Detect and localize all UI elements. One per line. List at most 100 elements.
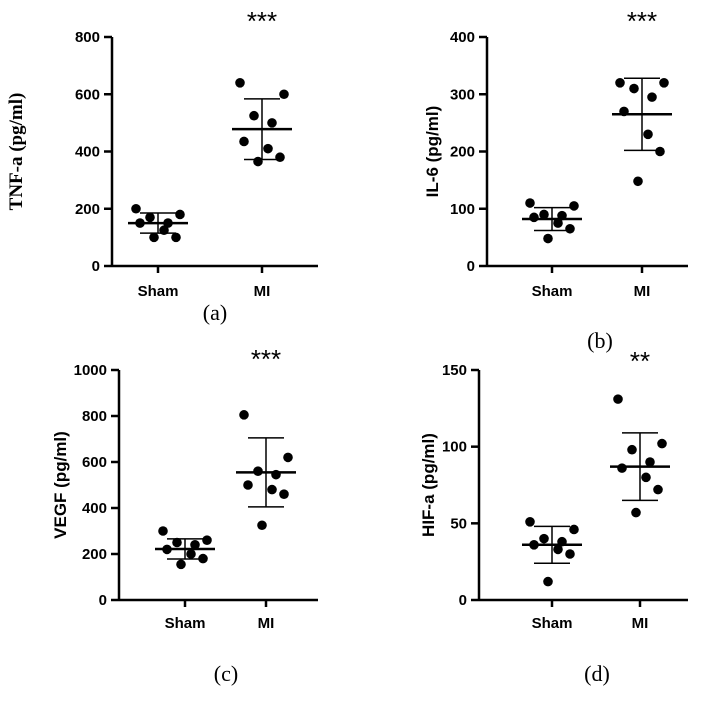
x-tick-label: MI [632, 615, 649, 632]
y-axis-label: TNF-a (pg/ml) [6, 93, 27, 211]
y-tick-label: 0 [467, 258, 475, 275]
data-point [617, 463, 627, 473]
data-point [149, 232, 159, 243]
data-point [171, 232, 181, 243]
data-point [641, 472, 651, 483]
data-point [158, 526, 168, 536]
data-point [135, 218, 145, 228]
data-point [279, 489, 289, 500]
data-point [657, 438, 667, 449]
x-tick-label: Sham [138, 283, 179, 300]
data-point [613, 394, 623, 404]
data-point [615, 78, 625, 88]
y-tick-label: 800 [82, 408, 107, 425]
data-point [553, 218, 563, 228]
data-point [631, 507, 641, 518]
y-axis-label: HIF-a (pg/ml) [419, 433, 438, 537]
data-point [239, 136, 249, 147]
data-point [176, 559, 186, 570]
panel-label: (a) [203, 300, 227, 325]
data-point [627, 444, 637, 455]
data-point [557, 210, 567, 221]
y-tick-label: 400 [450, 29, 475, 46]
y-tick-label: 200 [75, 201, 100, 218]
panel-label: (b) [587, 328, 613, 353]
data-point [257, 520, 267, 531]
data-point [235, 78, 245, 88]
x-tick-label: Sham [165, 615, 206, 632]
x-tick-label: Sham [532, 615, 573, 632]
data-point [190, 540, 200, 550]
y-tick-label: 100 [442, 439, 467, 456]
data-point [186, 549, 196, 559]
data-point [239, 410, 249, 420]
significance-marker: *** [627, 6, 657, 36]
y-tick-label: 200 [82, 546, 107, 563]
data-point [659, 78, 669, 88]
data-point [525, 517, 535, 527]
data-point [543, 576, 553, 587]
y-axis-label: IL-6 (pg/ml) [423, 106, 442, 198]
y-tick-label: 0 [99, 592, 107, 609]
x-tick-label: MI [634, 283, 651, 300]
data-point [529, 540, 539, 550]
data-point [525, 198, 535, 208]
y-tick-label: 400 [82, 500, 107, 517]
y-tick-label: 600 [75, 86, 100, 103]
y-tick-label: 800 [75, 29, 100, 46]
y-tick-label: 300 [450, 86, 475, 103]
y-tick-label: 400 [75, 144, 100, 161]
y-tick-label: 1000 [74, 362, 107, 379]
panel-label: (d) [584, 661, 610, 686]
data-point [539, 209, 549, 220]
significance-marker: *** [247, 6, 277, 36]
data-point [279, 89, 289, 100]
data-point [253, 466, 263, 477]
data-point [283, 452, 293, 463]
chart-panel-c: 0 200 400 600 800 1000 Sham MI VEGF (pg/ml) *** (c… [51, 344, 318, 686]
data-point [271, 469, 281, 480]
significance-marker: ** [630, 346, 650, 376]
data-point [539, 533, 549, 544]
y-tick-label: 150 [442, 362, 467, 379]
data-point [202, 535, 212, 545]
data-point [565, 223, 575, 234]
data-point [249, 110, 259, 121]
y-tick-label: 600 [82, 454, 107, 471]
data-point [553, 544, 563, 555]
data-point [162, 544, 172, 555]
data-point [267, 484, 277, 495]
chart-panel-d: 0 50 100 150 Sham MI HIF-a (pg/ml) ** (d) [419, 346, 688, 686]
data-point [653, 484, 663, 495]
data-point [267, 118, 277, 128]
data-point [131, 203, 141, 214]
data-point [655, 146, 665, 157]
significance-marker: *** [251, 344, 281, 374]
data-point [198, 553, 208, 564]
data-point [275, 152, 285, 163]
y-tick-label: 0 [92, 258, 100, 275]
y-tick-label: 200 [450, 144, 475, 161]
data-point [619, 106, 629, 117]
data-point [159, 225, 169, 236]
x-tick-label: MI [254, 283, 271, 300]
data-point [253, 156, 263, 167]
data-point [557, 536, 567, 547]
y-tick-label: 50 [450, 515, 467, 532]
data-point [172, 537, 182, 548]
data-point [175, 209, 185, 220]
data-point [629, 83, 639, 94]
data-point [243, 480, 253, 490]
data-point [645, 457, 655, 467]
x-tick-label: MI [258, 615, 275, 632]
chart-panel-b: 0 100 200 300 400 Sham MI IL-6 (pg/ml) *** (b) [423, 6, 688, 353]
y-tick-label: 0 [459, 592, 467, 609]
data-point [529, 212, 539, 223]
data-point [633, 176, 643, 187]
panel-label: (c) [214, 661, 238, 686]
data-point [263, 143, 273, 154]
y-axis-label: VEGF (pg/ml) [51, 431, 70, 539]
data-point [145, 212, 155, 223]
data-point [565, 549, 575, 559]
